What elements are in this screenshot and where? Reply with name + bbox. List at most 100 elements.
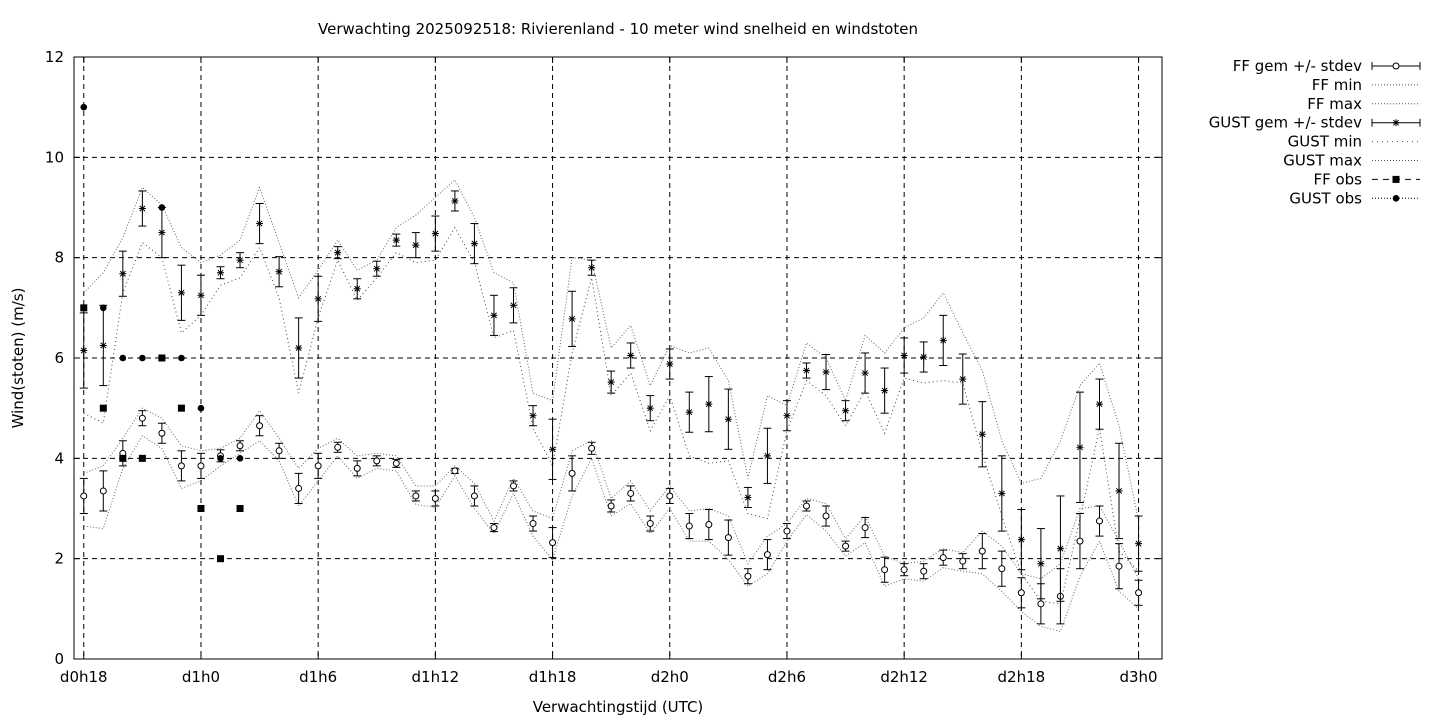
- gust-mean-point: [900, 351, 908, 359]
- star-stroke: [354, 285, 361, 292]
- ff-mean-point: [1076, 537, 1084, 545]
- ff-mean-point: [783, 527, 791, 535]
- ff-mean-point: [685, 522, 693, 530]
- ff-mean-point: [959, 557, 967, 565]
- gust-mean-point: [314, 295, 322, 303]
- ff-obs-point: [99, 404, 107, 412]
- star-stroke: [569, 315, 576, 322]
- star-stroke: [100, 342, 107, 349]
- gust-mean-point: [158, 229, 166, 237]
- star-stroke: [549, 446, 556, 453]
- legend-label: FF gem +/- stdev: [1233, 57, 1362, 75]
- gust-mean-point: [138, 205, 146, 213]
- gust-mean-point: [177, 289, 185, 297]
- star-stroke: [237, 257, 244, 264]
- star-stroke: [276, 268, 283, 275]
- ff-mean-point: [1037, 600, 1045, 608]
- ff-mean-point: [1095, 517, 1103, 525]
- star-stroke: [647, 405, 654, 412]
- legend-sample-marker: [1392, 195, 1400, 202]
- y-tick-label: 12: [45, 48, 64, 66]
- ff-mean-point: [978, 547, 986, 555]
- ff-mean-point: [705, 521, 713, 529]
- gust-obs-point: [217, 455, 224, 462]
- legend-label: GUST min: [1288, 133, 1362, 151]
- ff-mean-point: [373, 457, 381, 465]
- star-stroke: [373, 265, 380, 272]
- gust-mean-point: [978, 430, 986, 438]
- gust-obs-point: [197, 404, 205, 412]
- star-stroke: [295, 344, 302, 351]
- x-tick-label: d1h12: [412, 668, 460, 686]
- ff-mean-point: [1135, 589, 1143, 597]
- star-stroke: [510, 302, 517, 309]
- y-tick-label: 10: [45, 148, 64, 166]
- gust-mean-point: [646, 404, 654, 412]
- x-tick-label: d2h6: [768, 668, 806, 686]
- star-stroke: [725, 416, 732, 423]
- ff-mean-point: [881, 566, 889, 574]
- gust-mean-point: [119, 270, 127, 278]
- gust-mean-point: [1076, 443, 1084, 451]
- star-stroke: [705, 401, 712, 408]
- gust-mean-point: [490, 311, 498, 319]
- y-axis-label: Wind(stoten) (m/s): [9, 288, 27, 429]
- ff-mean-point: [392, 459, 400, 467]
- ff-mean-point: [998, 565, 1006, 573]
- ff-mean-point: [529, 520, 537, 528]
- gust-mean-point: [1056, 545, 1064, 553]
- star-stroke: [920, 354, 927, 360]
- ff-mean-point: [490, 524, 498, 532]
- ff-mean-point: [549, 539, 557, 547]
- star-stroke: [119, 270, 126, 277]
- ff-mean-point: [607, 502, 615, 510]
- x-tick-label: d0h18: [60, 668, 108, 686]
- gust-mean-point: [216, 269, 224, 277]
- legend-sample-marker: [1392, 175, 1400, 183]
- ff-mean-point: [138, 414, 146, 422]
- gust-obs-point: [158, 204, 166, 211]
- gust-mean-point: [998, 489, 1006, 497]
- star-stroke: [666, 361, 673, 367]
- gust-mean-point: [959, 375, 967, 383]
- ff-mean-point: [431, 494, 439, 502]
- ff-mean-point: [588, 444, 596, 452]
- ff-obs-point: [216, 555, 224, 563]
- gust-mean-point: [588, 264, 596, 272]
- gust-mean-point: [881, 387, 889, 395]
- ff-mean-point: [627, 489, 635, 497]
- gust-mean-point: [783, 412, 791, 420]
- star-stroke: [1076, 444, 1083, 451]
- gust-obs-point: [236, 455, 244, 462]
- legend-sample-marker: [1392, 62, 1400, 70]
- gust-mean-point: [939, 336, 947, 344]
- ff-mean-point: [1115, 562, 1123, 570]
- gust-obs-point: [99, 304, 107, 312]
- ff-mean-point: [802, 502, 810, 510]
- star-stroke: [588, 264, 595, 271]
- star-stroke: [608, 379, 615, 386]
- gust-mean-point: [1095, 400, 1103, 408]
- gust-mean-point: [431, 230, 439, 238]
- gust-mean-point: [412, 241, 420, 249]
- gust-mean-point: [1115, 487, 1123, 495]
- star-stroke: [979, 431, 986, 438]
- star-stroke: [783, 412, 790, 419]
- star-stroke: [959, 376, 966, 383]
- star-stroke: [901, 352, 908, 359]
- star-stroke: [471, 240, 478, 247]
- gust-mean-point: [685, 408, 693, 416]
- ff-mean-point: [275, 447, 283, 455]
- star-stroke: [530, 412, 537, 419]
- ff-mean-point: [920, 567, 928, 575]
- ff-obs-point: [119, 454, 127, 462]
- legend-label: GUST obs: [1289, 189, 1362, 207]
- star-stroke: [940, 337, 947, 344]
- star-stroke: [139, 205, 146, 212]
- legend-sample-marker: [1392, 119, 1400, 127]
- ff-mean-point: [842, 542, 850, 550]
- star-stroke: [1393, 119, 1399, 126]
- ff-mean-point: [666, 492, 674, 500]
- gust-obs-point: [119, 354, 127, 362]
